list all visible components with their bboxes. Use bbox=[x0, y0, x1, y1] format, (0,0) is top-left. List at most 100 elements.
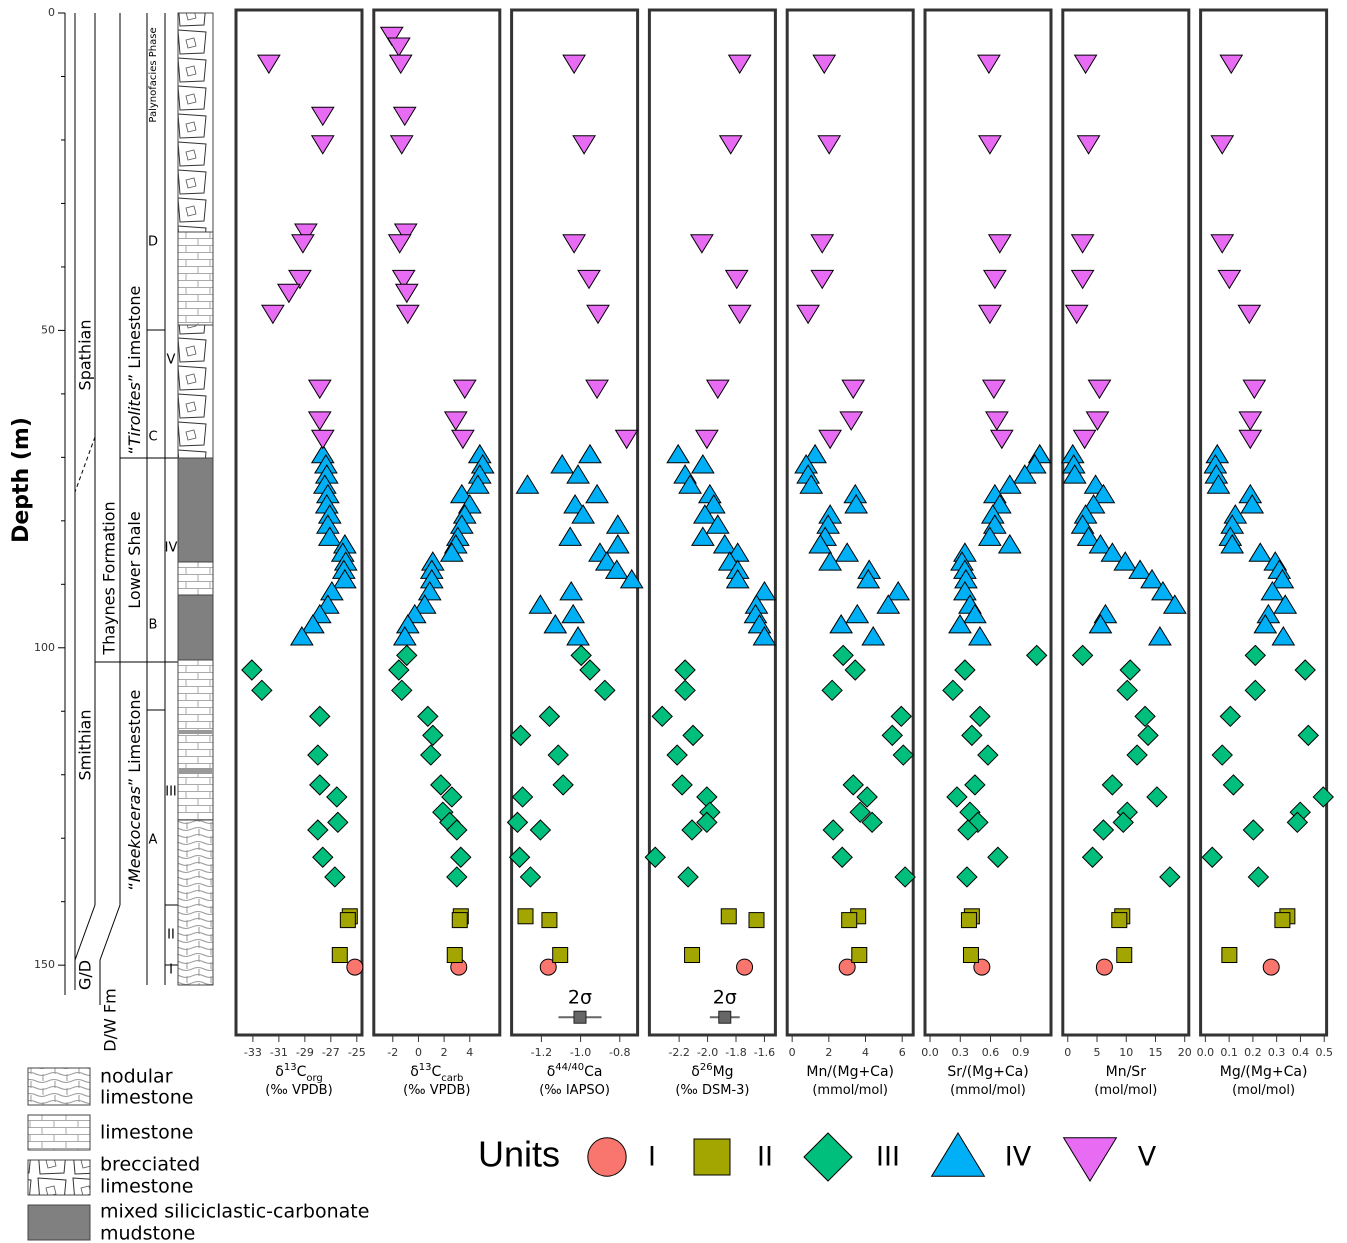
x-axis-label-part: 44/40 bbox=[555, 1062, 584, 1073]
x-tick-label: -1.0 bbox=[570, 1046, 591, 1059]
marker bbox=[552, 774, 574, 796]
marker bbox=[389, 135, 414, 155]
marker bbox=[1238, 411, 1263, 431]
marker bbox=[346, 958, 364, 976]
x-axis-label: δ13Ccarb bbox=[410, 1062, 463, 1084]
marker bbox=[594, 679, 616, 702]
marker bbox=[1140, 568, 1164, 589]
marker bbox=[317, 526, 342, 546]
phase-label: C bbox=[148, 430, 157, 445]
member-label-part: Lower Shale bbox=[125, 511, 144, 608]
marker bbox=[312, 846, 334, 868]
x-tick-label: -1.2 bbox=[531, 1046, 552, 1059]
marker bbox=[981, 379, 1006, 400]
marker bbox=[1206, 474, 1231, 494]
x-axis-label: (‰ DSM-3) bbox=[675, 1083, 749, 1098]
x-axis-label-part: (mol/mol) bbox=[1094, 1083, 1157, 1098]
marker bbox=[886, 580, 911, 601]
marker bbox=[829, 613, 854, 634]
phase-label: A bbox=[149, 833, 158, 848]
x-tick-label: 0.3 bbox=[1268, 1046, 1286, 1059]
legend-marker bbox=[693, 1138, 731, 1176]
marker bbox=[690, 454, 715, 474]
error-bar-label: 2σ bbox=[713, 987, 737, 1009]
x-axis-label-part: δ bbox=[547, 1064, 556, 1080]
x-axis-label: (mol/mol) bbox=[1094, 1083, 1157, 1098]
unit-label: II bbox=[167, 928, 175, 943]
marker bbox=[1134, 705, 1156, 728]
phase-label: D bbox=[148, 235, 158, 250]
marker bbox=[420, 744, 442, 766]
marker bbox=[1312, 786, 1334, 808]
marker bbox=[712, 533, 737, 554]
marker bbox=[1274, 912, 1291, 929]
marker bbox=[684, 947, 701, 964]
marker bbox=[1012, 464, 1037, 484]
legend-label: II bbox=[757, 1142, 773, 1173]
marker bbox=[339, 912, 356, 929]
marker bbox=[881, 724, 903, 747]
lithology-legend-label: limestone bbox=[100, 1087, 193, 1109]
x-axis-label: (mol/mol) bbox=[1232, 1083, 1295, 1098]
x-tick-label: 0.3 bbox=[952, 1046, 970, 1059]
lithology-legend-label: limestone bbox=[100, 1176, 193, 1198]
phase-title: Palynofacies Phase bbox=[148, 27, 159, 122]
member-label-part: Meekoceras bbox=[125, 786, 144, 882]
marker bbox=[973, 958, 991, 976]
error-bar-label: 2σ bbox=[568, 987, 592, 1009]
marker bbox=[1076, 526, 1101, 546]
marker bbox=[892, 744, 915, 766]
x-axis-label-part: (mol/mol) bbox=[1232, 1083, 1295, 1098]
marker bbox=[1242, 379, 1267, 400]
x-axis-label: Sr/(Mg+Ca) bbox=[947, 1064, 1028, 1080]
legend-label: III bbox=[876, 1142, 900, 1173]
marker bbox=[1146, 786, 1168, 808]
marker bbox=[561, 603, 586, 624]
marker bbox=[752, 626, 777, 646]
marker bbox=[446, 819, 468, 841]
marker bbox=[392, 626, 417, 646]
marker bbox=[291, 234, 315, 254]
marker bbox=[310, 429, 335, 450]
marker bbox=[465, 474, 490, 494]
marker bbox=[1244, 644, 1266, 667]
marker bbox=[319, 580, 344, 601]
marker bbox=[422, 724, 444, 747]
x-axis-label: Mn/(Mg+Ca) bbox=[806, 1064, 894, 1080]
marker bbox=[1219, 54, 1244, 75]
marker bbox=[552, 947, 569, 964]
marker bbox=[978, 304, 1002, 325]
marker bbox=[844, 659, 866, 681]
member-label-part: Tirolites bbox=[125, 382, 144, 446]
marker bbox=[839, 411, 864, 431]
marker bbox=[956, 866, 978, 888]
x-axis-label-part: Mg/(Mg+Ca) bbox=[1220, 1064, 1308, 1080]
marker bbox=[566, 464, 590, 484]
marker bbox=[810, 234, 835, 254]
marker bbox=[1091, 483, 1116, 504]
stage-label: G/D bbox=[76, 960, 95, 990]
legend-label: I bbox=[648, 1142, 656, 1173]
marker bbox=[1262, 958, 1280, 976]
marker bbox=[396, 644, 418, 667]
marker bbox=[666, 744, 688, 766]
marker bbox=[651, 705, 673, 728]
panel-frame bbox=[923, 8, 1053, 1037]
member-label: Lower Shale bbox=[125, 511, 144, 608]
lithology-legend-label: mudstone bbox=[100, 1223, 195, 1243]
marker bbox=[301, 613, 325, 634]
member-label-part: ” Limestone bbox=[125, 690, 144, 787]
marker bbox=[412, 594, 437, 614]
x-axis-label-part: (‰ IAPSO) bbox=[539, 1083, 610, 1098]
marker bbox=[550, 454, 575, 474]
marker bbox=[1201, 846, 1223, 868]
marker bbox=[832, 644, 854, 667]
marker bbox=[844, 493, 869, 514]
marker bbox=[1210, 234, 1235, 254]
marker bbox=[251, 679, 273, 702]
marker bbox=[799, 474, 824, 494]
x-axis-label-part: Mn/(Mg+Ca) bbox=[806, 1064, 894, 1080]
panel-frame bbox=[510, 8, 640, 1037]
x-axis-label-part: (mmol/mol) bbox=[812, 1083, 888, 1098]
